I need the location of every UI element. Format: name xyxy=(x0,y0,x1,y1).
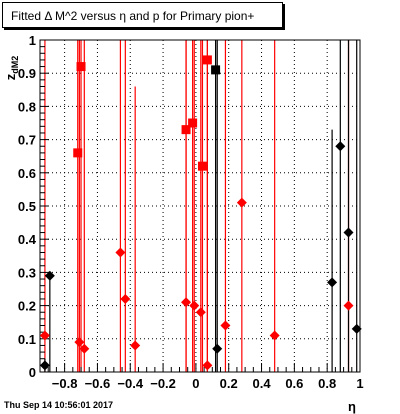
diamond-marker xyxy=(44,270,55,281)
diamond-marker xyxy=(39,360,50,371)
y-tick-label: 0.6 xyxy=(18,166,36,181)
diamond-marker xyxy=(327,277,338,288)
diamond-marker xyxy=(195,307,206,318)
x-tick-label: −0.8 xyxy=(52,376,78,391)
x-tick-label: 0 xyxy=(192,376,199,391)
square-marker xyxy=(197,161,207,171)
diamond-marker xyxy=(189,300,200,311)
diamond-marker xyxy=(130,340,141,351)
svg-text:zdM2: zdM2 xyxy=(3,56,20,81)
y-tick-label: 0.1 xyxy=(18,332,36,347)
square-marker xyxy=(188,118,198,128)
x-tick-label: −0.6 xyxy=(85,376,111,391)
square-marker xyxy=(73,148,83,158)
x-tick-label: 0.6 xyxy=(285,376,303,391)
diamond-marker xyxy=(202,360,213,371)
y-tick-label: 0.7 xyxy=(18,133,36,148)
x-tick-label: 0.2 xyxy=(220,376,238,391)
diamond-marker xyxy=(343,227,354,238)
diamond-marker xyxy=(335,141,346,152)
plot-title: Fitted Δ M^2 versus η and p for Primary … xyxy=(2,2,283,28)
y-tick-label: 0.3 xyxy=(18,265,36,280)
diamond-marker xyxy=(212,343,223,354)
y-axis-title: zdM2 xyxy=(3,56,20,81)
diamond-marker xyxy=(120,293,131,304)
square-marker xyxy=(202,55,212,65)
x-tick-label: −0.2 xyxy=(150,376,176,391)
square-marker xyxy=(76,62,86,72)
footer-timestamp: Thu Sep 14 10:56:01 2017 xyxy=(4,400,114,410)
square-marker xyxy=(181,125,191,135)
axes xyxy=(39,39,361,373)
diamond-marker xyxy=(115,247,126,258)
x-tick-label: −0.4 xyxy=(117,376,143,391)
x-tick-label: 0.4 xyxy=(252,376,271,391)
grid-lines xyxy=(40,40,360,372)
diamond-marker xyxy=(220,320,231,331)
y-tick-label: 0.5 xyxy=(18,199,36,214)
diamond-marker xyxy=(181,297,192,308)
y-tick-label: 0 xyxy=(29,365,36,380)
data-markers xyxy=(39,55,362,371)
diamond-marker xyxy=(39,330,50,341)
diamond-marker xyxy=(343,300,354,311)
diamond-marker xyxy=(236,197,247,208)
square-marker xyxy=(211,65,221,75)
y-tick-label: 0.8 xyxy=(18,99,36,114)
error-bars xyxy=(44,40,358,372)
y-tick-label: 0.9 xyxy=(18,66,36,81)
tick-labels: −0.8 −0.6 −0.4 −0.2 0 0.2 0.4 0.6 0.8 1 0 0.1 0.2 0.3… xyxy=(18,33,364,391)
y-tick-label: 1 xyxy=(29,33,36,48)
y-tick-label: 0.4 xyxy=(18,232,37,247)
diamond-marker xyxy=(79,343,90,354)
x-tick-label: 1 xyxy=(356,376,363,391)
diamond-marker xyxy=(269,330,280,341)
diamond-marker xyxy=(351,323,362,334)
diamond-marker xyxy=(74,337,85,348)
x-tick-label: 0.8 xyxy=(318,376,336,391)
y-tick-label: 0.2 xyxy=(18,299,36,314)
x-axis-title: η xyxy=(348,399,356,414)
